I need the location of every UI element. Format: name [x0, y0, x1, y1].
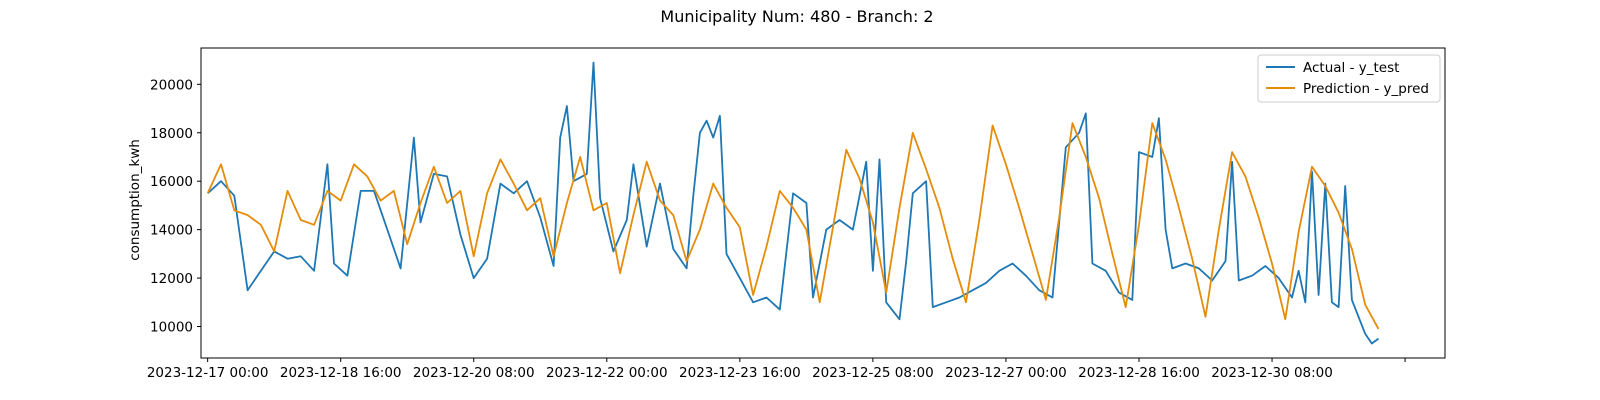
legend: Actual - y_test Prediction - y_pred: [1257, 54, 1441, 103]
x-tick-label: 2023-12-20 08:00: [413, 365, 535, 381]
series-line-actual: [207, 61, 1380, 345]
y-tick-label: 20000: [150, 77, 193, 93]
x-tick-label: 2023-12-22 00:00: [546, 365, 668, 381]
legend-label-actual: Actual - y_test: [1303, 60, 1399, 76]
series-line-prediction: [206, 122, 1380, 330]
y-axis-title: consumption_kwh: [127, 139, 143, 261]
y-tick-label: 16000: [150, 174, 193, 190]
y-tick-label: 10000: [150, 320, 193, 336]
x-tick-label: 2023-12-25 08:00: [812, 365, 934, 381]
legend-label-prediction: Prediction - y_pred: [1303, 81, 1429, 97]
y-tick-label: 18000: [150, 126, 193, 142]
x-tick-label: 2023-12-30 08:00: [1211, 365, 1333, 381]
y-axis: 10000 12000 14000 16000 18000 20000: [150, 77, 201, 336]
x-tick-label: 2023-12-18 16:00: [280, 365, 402, 381]
x-tick-label: 2023-12-23 16:00: [679, 365, 801, 381]
x-axis: 2023-12-17 00:00 2023-12-18 16:00 2023-12-…: [147, 358, 1406, 381]
x-tick-label: 2023-12-27 00:00: [945, 365, 1067, 381]
y-tick-label: 12000: [150, 271, 193, 287]
x-tick-label: 2023-12-28 16:00: [1078, 365, 1200, 381]
x-tick-label: 2023-12-17 00:00: [147, 365, 269, 381]
plot-area-frame: [200, 47, 1446, 359]
series-layer: [206, 61, 1380, 345]
chart-title: Municipality Num: 480 - Branch: 2: [660, 7, 933, 26]
y-tick-label: 14000: [150, 223, 193, 239]
legend-box: [1257, 54, 1441, 103]
